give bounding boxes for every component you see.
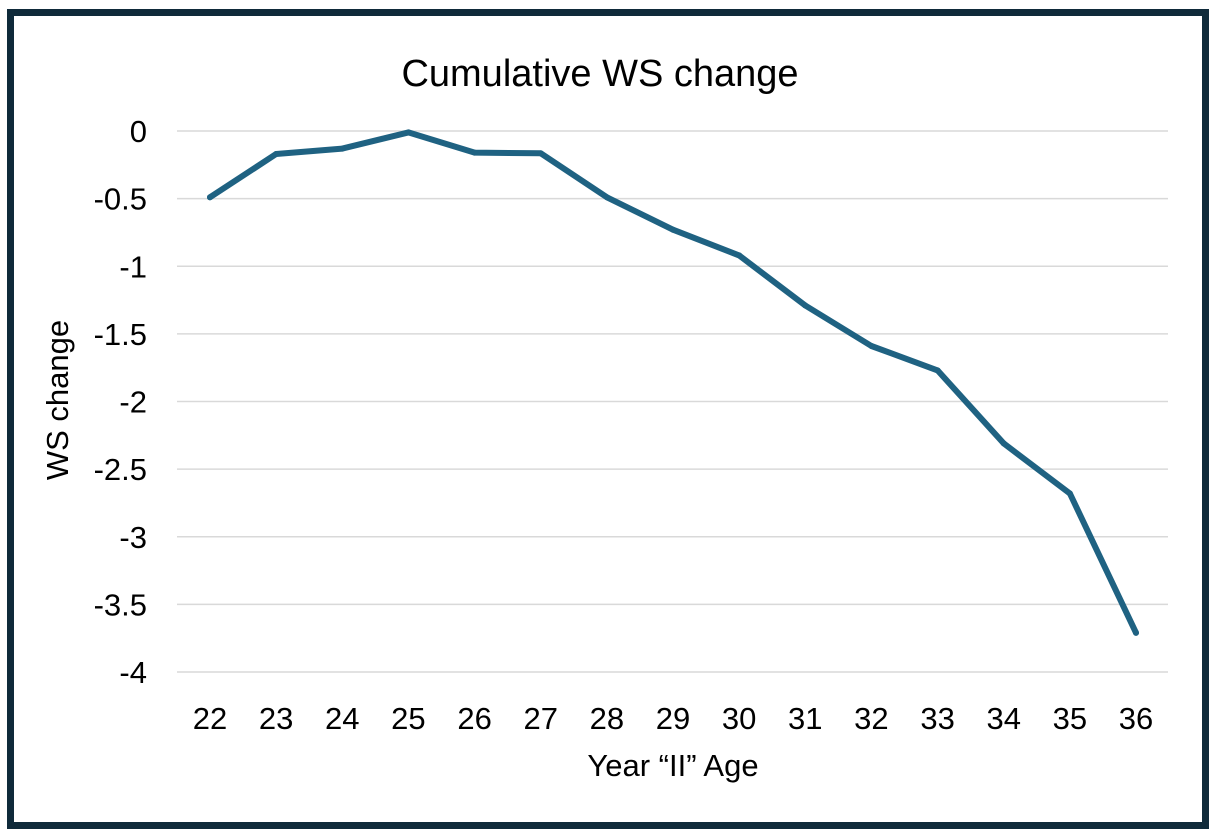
x-tick-label: 26	[457, 701, 491, 736]
data-point	[603, 194, 610, 201]
data-point	[670, 226, 676, 233]
data-point	[868, 343, 875, 350]
y-tick-label: -4	[119, 655, 147, 690]
x-tick-label: 25	[391, 701, 425, 736]
x-axis-ticks: 22 23 24 25 26 27 28 29 30 31 32 33 34 35 36	[193, 701, 1153, 736]
y-tick-label: -1	[119, 249, 147, 284]
y-tick-label: -3	[119, 520, 147, 555]
data-point	[1000, 440, 1007, 447]
x-tick-label: 29	[656, 701, 690, 736]
data-point	[1066, 490, 1073, 497]
chart-frame	[7, 9, 1209, 829]
x-tick-label: 30	[722, 701, 756, 736]
x-tick-label: 36	[1119, 701, 1153, 736]
data-point	[934, 367, 941, 374]
x-tick-label: 27	[523, 701, 557, 736]
y-tick-label: 0	[130, 114, 147, 149]
series-layer	[207, 129, 1139, 636]
x-tick-label: 22	[193, 701, 227, 736]
y-tick-label: -2	[119, 385, 147, 420]
chart-title: Cumulative WS change	[401, 53, 798, 95]
data-point	[339, 145, 346, 152]
series-line	[207, 129, 1139, 636]
y-axis-label: WS change	[40, 320, 75, 480]
data-point	[736, 252, 743, 259]
x-tick-label: 34	[986, 701, 1020, 736]
data-point	[471, 149, 478, 156]
gridlines	[177, 130, 1168, 673]
x-tick-label: 32	[854, 701, 888, 736]
x-tick-label: 23	[259, 701, 293, 736]
x-tick-label: 35	[1053, 701, 1087, 736]
x-tick-label: 33	[920, 701, 954, 736]
data-point	[405, 129, 412, 136]
x-tick-label: 31	[788, 701, 822, 736]
data-point	[273, 150, 280, 157]
y-tick-label: -1.5	[94, 317, 147, 352]
y-tick-label: -3.5	[94, 587, 147, 622]
y-axis-ticks: 0 -0.5 -1 -1.5 -2 -2.5 -3 -3.5 -4	[94, 114, 147, 690]
y-tick-label: -0.5	[94, 182, 147, 217]
x-axis-label: Year “II” Age	[587, 748, 758, 783]
data-point	[537, 150, 544, 157]
data-point	[802, 302, 809, 309]
data-point	[1133, 629, 1139, 636]
x-tick-label: 24	[325, 701, 359, 736]
x-tick-label: 28	[590, 701, 624, 736]
data-point	[207, 194, 213, 201]
y-tick-label: -2.5	[94, 452, 147, 487]
